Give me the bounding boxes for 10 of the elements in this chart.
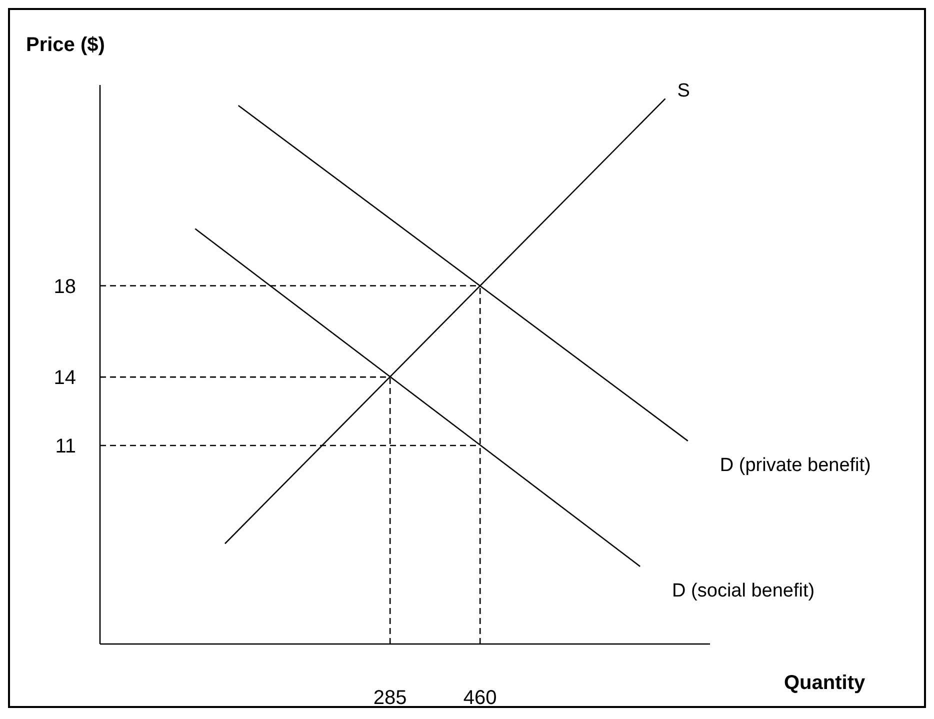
x-axis-title: Quantity [784,672,866,695]
y-tick-label: 14 [54,367,76,390]
y-tick-label: 18 [54,276,76,298]
series-label: D (private benefit) [720,454,871,476]
x-tick-label: 285 [373,687,407,710]
series-label: S [677,80,690,102]
y-axis-title: Price ($) [26,34,105,57]
y-tick-label: 11 [55,436,76,458]
x-tick-label: 460 [463,687,497,710]
series-label: D (social benefit) [672,580,815,602]
